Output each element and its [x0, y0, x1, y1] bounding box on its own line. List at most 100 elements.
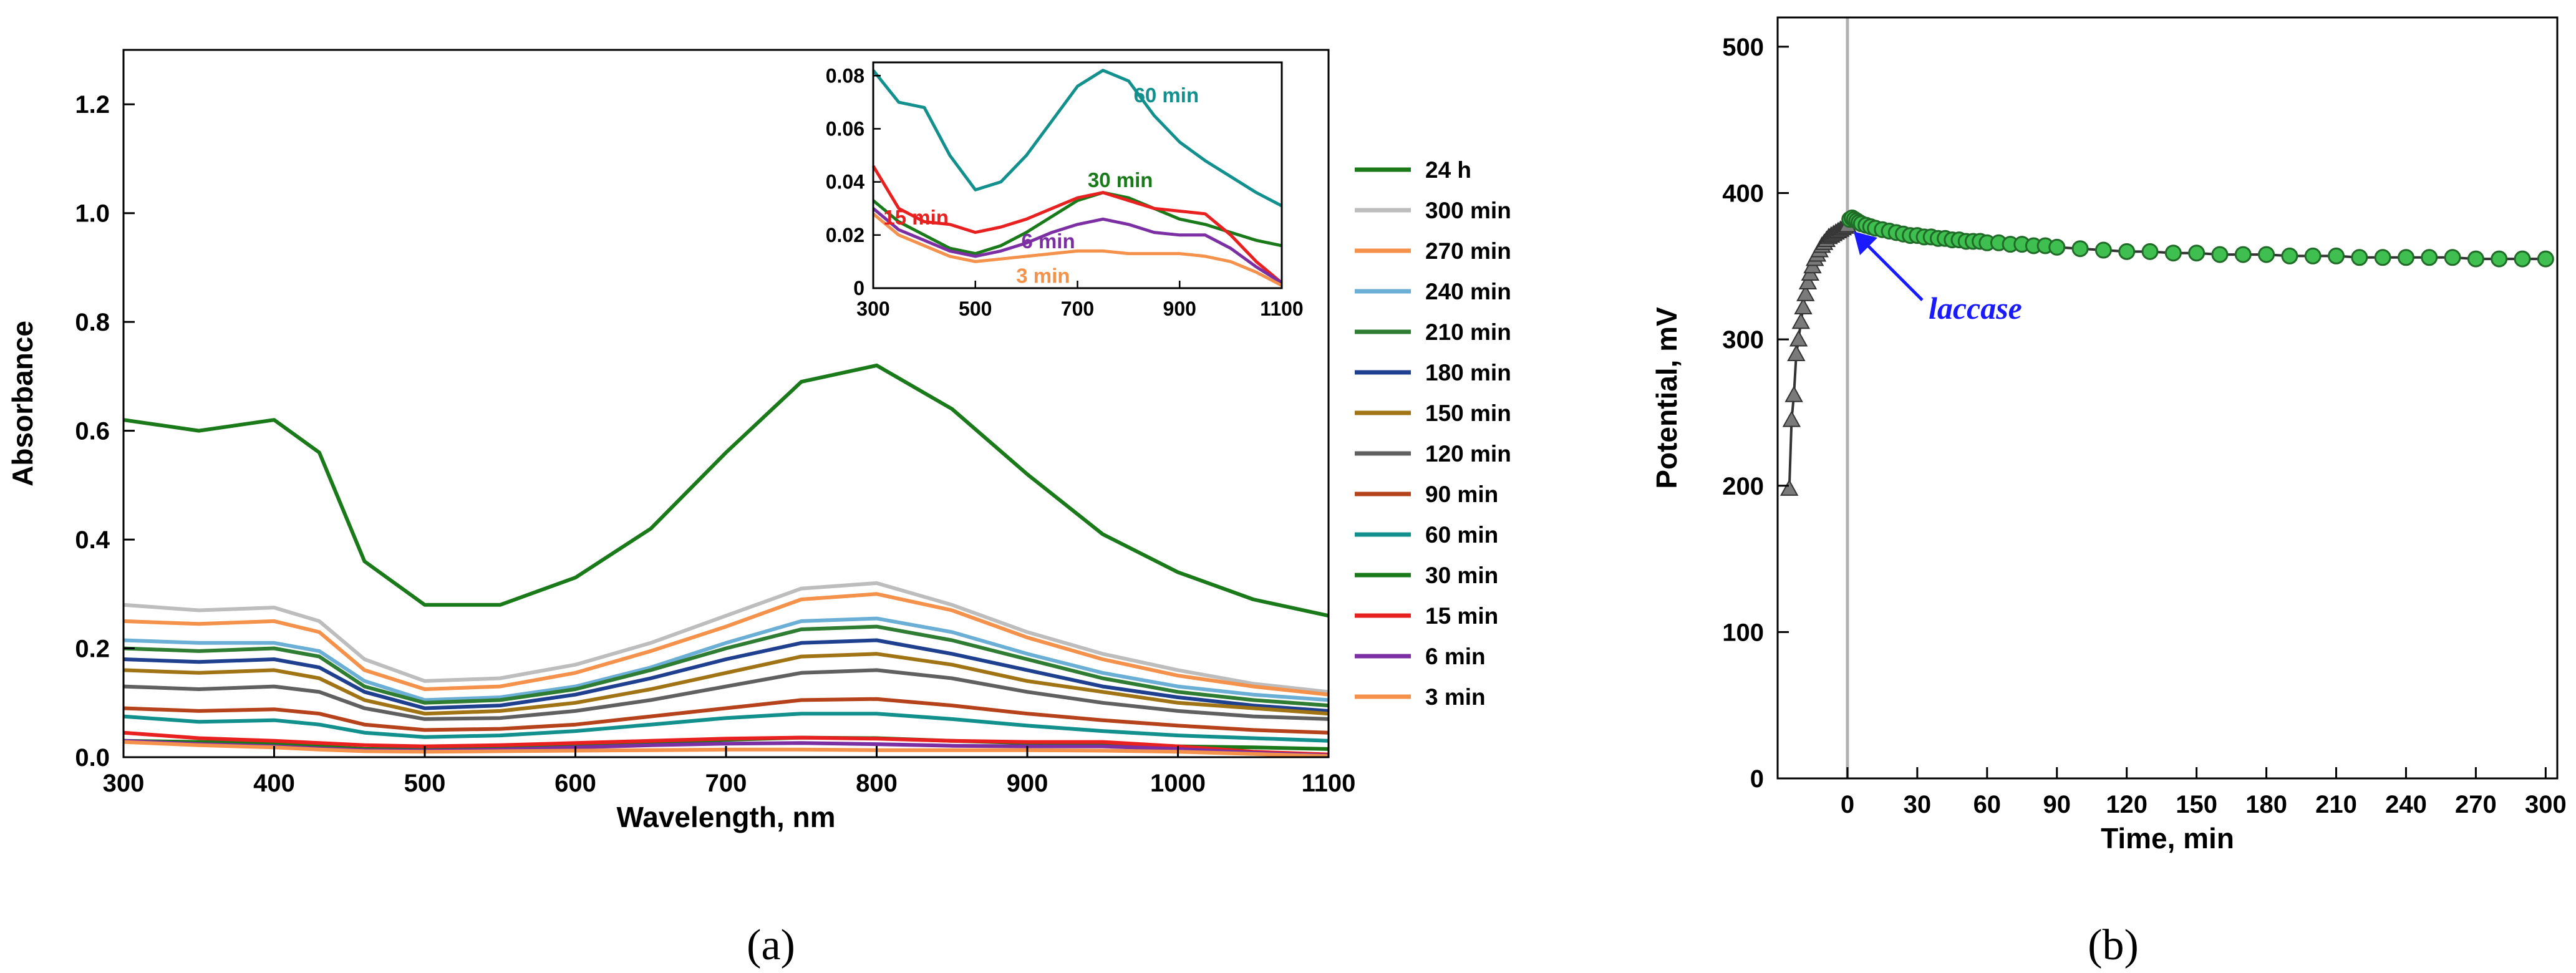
legend-label-3-min: 3 min: [1425, 684, 1486, 710]
series-line-90-min: [123, 697, 1329, 735]
plot-a-y-tick-label: 0.2: [75, 636, 110, 663]
inset-series-line-6-min: [872, 207, 1283, 284]
laccase-arrow: [1864, 241, 1924, 301]
plot-a-x-tick-label: 1100: [1302, 770, 1356, 797]
data-point-triangle: [1787, 344, 1806, 362]
data-point-triangle: [1798, 273, 1818, 290]
plot-b-y-tick-label: 300: [1722, 326, 1764, 354]
data-point-circle: [2234, 246, 2252, 263]
data-point-circle: [2304, 247, 2322, 264]
legend-label-150-min: 150 min: [1425, 400, 1511, 426]
plot-a-y-axis-label: Absorbance: [6, 321, 39, 486]
plot-a-y-tick-label: 1.2: [75, 91, 110, 119]
plot-b-x-tick-label: 90: [2043, 791, 2071, 818]
plot-b-x-tick-label: 270: [2455, 791, 2497, 818]
data-point-circle: [2281, 247, 2298, 264]
inset-series-line-30-min: [872, 191, 1282, 256]
series-line-60-min: [123, 712, 1329, 743]
inset-plot: 0 0.02 0.04 0.06 0.08 300 500 700 900 1100 60 min…: [826, 61, 1304, 320]
data-point-triangle: [1796, 284, 1815, 301]
inset-label-30-min: 30 min: [1088, 168, 1153, 191]
legend-label-240-min: 240 min: [1425, 279, 1511, 304]
data-point-circle: [2351, 249, 2368, 266]
plot-b-y-tick-label: 500: [1722, 34, 1764, 61]
series-line-150-min: [123, 652, 1329, 716]
plot-a-x-tick-label: 900: [1007, 770, 1048, 797]
series-line-240-min: [123, 616, 1329, 702]
plot-b-x-tick-label: 300: [2525, 791, 2567, 818]
data-point-circle: [2467, 250, 2484, 268]
legend-label-90-min: 90 min: [1425, 482, 1498, 507]
data-point-circle: [2444, 249, 2461, 266]
absorbance-series-group: [123, 363, 1329, 758]
legend-label-60-min: 60 min: [1425, 522, 1498, 548]
plot-a-x-tick-label: 600: [554, 770, 596, 797]
series-line-180-min: [123, 638, 1329, 713]
inset-background: [873, 62, 1282, 288]
data-point-circle: [2421, 249, 2438, 266]
panel-a-label: (a): [747, 921, 795, 969]
plot-b-y-tick-label: 400: [1722, 180, 1764, 208]
legend-label-30-min: 30 min: [1425, 563, 1498, 588]
plot-b-x-tick-label: 240: [2385, 791, 2427, 818]
plot-a-x-tick-label: 800: [856, 770, 898, 797]
inset-series-line-60-min: [872, 69, 1283, 208]
plot-a-x-tick-label: 400: [253, 770, 295, 797]
plot-b-x-tick-label: 60: [1973, 791, 2002, 818]
data-point-circle: [2258, 246, 2275, 263]
data-point-circle: [2328, 247, 2345, 264]
series-line-300-min: [123, 581, 1329, 694]
data-point-triangle: [1782, 410, 1801, 427]
inset-x-tick-label: 700: [1061, 298, 1094, 320]
data-point-circle: [2374, 249, 2391, 266]
inset-label-15-min: 15 min: [883, 206, 949, 229]
plot-a-x-tick-label: 500: [404, 770, 446, 797]
data-point-triangle: [1789, 330, 1808, 347]
data-point-circle: [2514, 250, 2531, 268]
inset-y-tick-label: 0.06: [826, 117, 864, 140]
series-line-3-min: [123, 740, 1329, 758]
plot-a-y-tick-label: 0.8: [75, 309, 110, 336]
legend-label-6-min: 6 min: [1425, 644, 1486, 669]
inset-label-6-min: 6 min: [1021, 230, 1075, 253]
plot-b-x-tick-label: 150: [2176, 791, 2217, 818]
plot-b-y-tick-label: 100: [1722, 619, 1764, 646]
inset-y-tick-label: 0.02: [826, 224, 864, 246]
data-point-circle: [2397, 249, 2414, 266]
plot-a-y-tick-label: 0.6: [75, 418, 110, 445]
data-point-circle: [2118, 243, 2136, 260]
data-point-circle: [2188, 244, 2206, 262]
plot-a-y-tick-label: 0.0: [75, 744, 110, 772]
data-point-circle: [2048, 238, 2066, 256]
data-point-circle: [2164, 244, 2182, 262]
data-point-circle: [2071, 240, 2089, 258]
plot-a-y-tick-label: 0.4: [75, 526, 110, 554]
series-line-15-min: [123, 730, 1329, 757]
data-point-triangle: [1791, 312, 1811, 329]
inset-x-tick-label: 1100: [1260, 298, 1303, 320]
data-point-circle: [2141, 243, 2159, 260]
inset-y-tick-label: 0: [853, 277, 864, 299]
data-point-triangle: [1794, 298, 1813, 314]
inset-label-60-min: 60 min: [1134, 84, 1199, 107]
plot-b-x-tick-label: 210: [2315, 791, 2357, 818]
inset-series-line-15-min: [871, 165, 1283, 284]
legend-label-15-min: 15 min: [1425, 603, 1498, 629]
inset-series-line-3-min: [872, 212, 1283, 287]
data-point-circle: [2094, 241, 2112, 259]
plot-b-x-tick-label: 0: [1841, 791, 1854, 818]
plot-a-x-tick-label: 1000: [1150, 770, 1206, 797]
series-line-120-min: [123, 668, 1329, 721]
plot-b-x-tick-label: 180: [2245, 791, 2287, 818]
data-point-circle: [2491, 250, 2508, 268]
legend-label-270-min: 270 min: [1425, 238, 1511, 264]
plot-a-legend: 24 h 300 min 270 min 240 min 210 min 180 min 1…: [1355, 157, 1511, 710]
legend-label-210-min: 210 min: [1425, 319, 1511, 345]
panel-a: 0.0 0.2 0.4 0.6 0.8 1.0 1.2 300 400 500 600 700 800…: [6, 49, 1511, 969]
inset-x-tick-label: 900: [1163, 298, 1196, 320]
legend-label-24-h: 24 h: [1425, 157, 1471, 183]
series-line-270-min: [123, 592, 1329, 697]
plot-b-y-axis-label: Potential, mV: [1650, 307, 1683, 489]
legend-label-180-min: 180 min: [1425, 360, 1511, 385]
plot-b-x-tick-label: 30: [1904, 791, 1932, 818]
